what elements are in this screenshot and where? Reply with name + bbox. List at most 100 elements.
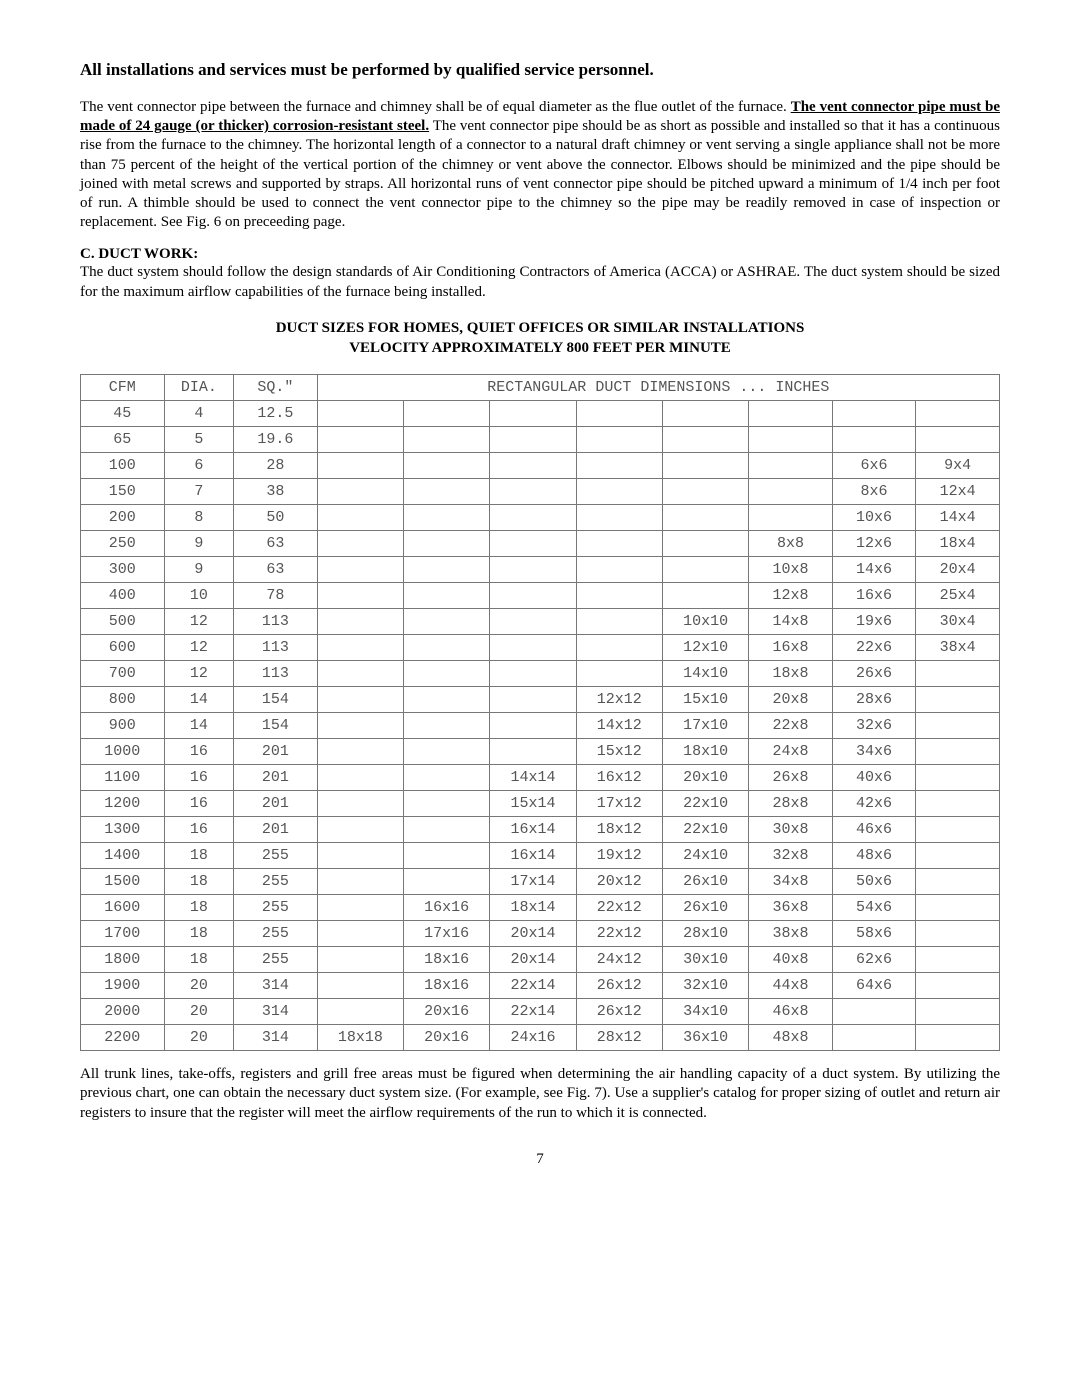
table-cell: 18x12: [576, 817, 662, 843]
table-cell: 1900: [81, 973, 165, 999]
table-cell: 600: [81, 635, 165, 661]
table-cell: 12x12: [576, 687, 662, 713]
table-cell: 63: [234, 531, 318, 557]
table-cell: [403, 453, 489, 479]
table-cell: [317, 739, 403, 765]
table-cell: [490, 531, 576, 557]
table-cell: [317, 635, 403, 661]
table-cell: [916, 1025, 1000, 1051]
table-cell: 12x4: [916, 479, 1000, 505]
table-cell: 15x10: [662, 687, 748, 713]
table-cell: 22x12: [576, 895, 662, 921]
table-row: 12001620115x1417x1222x1028x842x6: [81, 791, 1000, 817]
table-cell: [749, 401, 833, 427]
th-dia: DIA.: [164, 375, 234, 401]
table-cell: 1300: [81, 817, 165, 843]
table-cell: 6: [164, 453, 234, 479]
table-cell: [916, 999, 1000, 1025]
section-c-label: C. DUCT WORK:: [80, 246, 1000, 263]
table-cell: 20x14: [490, 921, 576, 947]
table-cell: 314: [234, 973, 318, 999]
table-cell: 38x4: [916, 635, 1000, 661]
table-cell: [317, 895, 403, 921]
table-cell: 22x8: [749, 713, 833, 739]
table-cell: 800: [81, 687, 165, 713]
table-cell: [403, 843, 489, 869]
para1-post: The vent connector pipe should be as sho…: [80, 118, 1000, 230]
duct-size-table: CFM DIA. SQ." RECTANGULAR DUCT DIMENSION…: [80, 374, 1000, 1051]
table-cell: [916, 817, 1000, 843]
page-heading: All installations and services must be p…: [80, 60, 1000, 80]
table-cell: [490, 687, 576, 713]
table-cell: [662, 531, 748, 557]
table-row: 2509638x812x618x4: [81, 531, 1000, 557]
table-row: 13001620116x1418x1222x1030x846x6: [81, 817, 1000, 843]
table-cell: [317, 817, 403, 843]
table-cell: 16: [164, 817, 234, 843]
table-cell: 24x10: [662, 843, 748, 869]
table-cell: [576, 453, 662, 479]
table-cell: [403, 869, 489, 895]
table-cell: 30x4: [916, 609, 1000, 635]
table-cell: 6x6: [832, 453, 916, 479]
table-cell: 20: [164, 999, 234, 1025]
table-cell: 17x12: [576, 791, 662, 817]
table-cell: 255: [234, 869, 318, 895]
table-cell: 18: [164, 869, 234, 895]
table-cell: [490, 557, 576, 583]
table-cell: [916, 947, 1000, 973]
table-cell: 20x4: [916, 557, 1000, 583]
table-cell: 48x6: [832, 843, 916, 869]
table-cell: [317, 947, 403, 973]
table-cell: [576, 583, 662, 609]
table-cell: 22x10: [662, 817, 748, 843]
table-cell: [403, 739, 489, 765]
table-cell: 22x14: [490, 973, 576, 999]
table-cell: [576, 479, 662, 505]
table-cell: 10: [164, 583, 234, 609]
table-cell: [576, 609, 662, 635]
table-cell: 113: [234, 661, 318, 687]
table-cell: 2200: [81, 1025, 165, 1051]
table-cell: [490, 635, 576, 661]
table-cell: [916, 687, 1000, 713]
table-cell: 24x8: [749, 739, 833, 765]
table-cell: 24x16: [490, 1025, 576, 1051]
table-cell: 38x8: [749, 921, 833, 947]
table-cell: 26x12: [576, 999, 662, 1025]
table-cell: 45: [81, 401, 165, 427]
table-cell: 500: [81, 609, 165, 635]
table-cell: 150: [81, 479, 165, 505]
table-title-line2: VELOCITY APPROXIMATELY 800 FEET PER MINU…: [349, 340, 731, 356]
table-cell: [490, 739, 576, 765]
table-cell: 12: [164, 635, 234, 661]
table-cell: 12x6: [832, 531, 916, 557]
table-cell: [916, 427, 1000, 453]
table-cell: 18: [164, 921, 234, 947]
table-cell: [490, 583, 576, 609]
table-cell: 1500: [81, 869, 165, 895]
table-cell: [916, 973, 1000, 999]
table-cell: [832, 1025, 916, 1051]
table-cell: [317, 479, 403, 505]
table-cell: 22x14: [490, 999, 576, 1025]
table-cell: [832, 427, 916, 453]
table-cell: 19.6: [234, 427, 318, 453]
table-cell: 18: [164, 947, 234, 973]
table-cell: 9x4: [916, 453, 1000, 479]
table-cell: 10x8: [749, 557, 833, 583]
table-cell: 28x8: [749, 791, 833, 817]
table-row: 45412.5: [81, 401, 1000, 427]
table-cell: 16x8: [749, 635, 833, 661]
table-cell: [490, 479, 576, 505]
table-cell: [403, 479, 489, 505]
table-cell: 50x6: [832, 869, 916, 895]
table-cell: 18x16: [403, 973, 489, 999]
table-cell: [662, 583, 748, 609]
table-cell: [576, 661, 662, 687]
table-cell: 28: [234, 453, 318, 479]
table-cell: [749, 505, 833, 531]
table-cell: 30x10: [662, 947, 748, 973]
table-cell: [916, 869, 1000, 895]
table-row: 6001211312x1016x822x638x4: [81, 635, 1000, 661]
